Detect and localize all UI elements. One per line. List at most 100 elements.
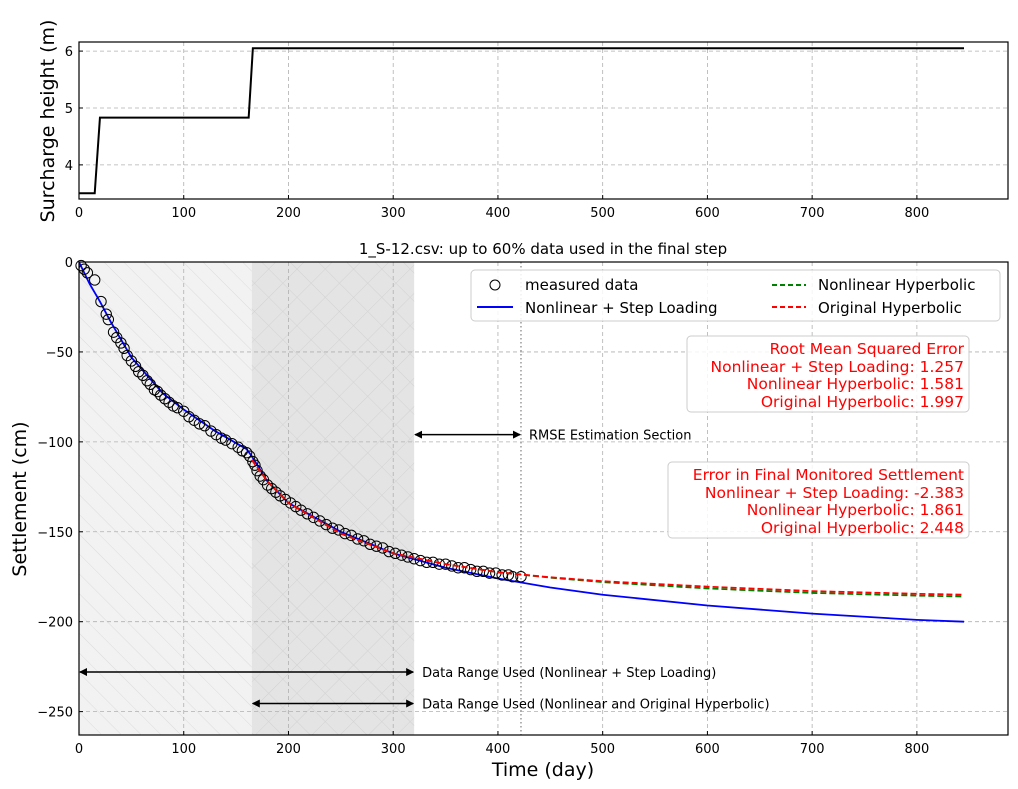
measured-point [421, 556, 433, 569]
top-ylabel: Surcharge height (m) [37, 20, 59, 223]
measured-point [95, 295, 107, 308]
measured-point [395, 549, 408, 561]
measured-point [351, 533, 364, 545]
measured-point [118, 342, 130, 355]
measured-point [370, 540, 383, 552]
axes-frame [78, 261, 1009, 736]
measured-point [483, 567, 496, 579]
data-range-step-arrow-label: Data Range Used (Nonlinear + Step Loadin… [422, 666, 716, 681]
measured-point [171, 401, 184, 414]
measured-point [159, 392, 171, 405]
measured-point [389, 547, 401, 560]
x-tick-label: 300 [381, 742, 406, 757]
measured-point [439, 558, 452, 570]
measured-point [249, 459, 261, 471]
measured-point [270, 486, 282, 498]
measured-point [266, 482, 278, 495]
settlement-chart: 0 100 200 300 400 500 600 700 800 0 −50 −100 −150 −20… [37, 256, 1009, 757]
measured-point [154, 389, 167, 401]
rmse-line: Original Hyperbolic: 1.997 [761, 393, 964, 411]
shaded-region-hatch [251, 262, 415, 735]
x-tick-label: 200 [276, 206, 301, 221]
measured-point [301, 508, 314, 520]
measured-point [414, 554, 427, 567]
measured-point [151, 385, 164, 398]
measured-point [251, 464, 263, 477]
x-tick-label: 600 [695, 742, 720, 757]
legend-label-measured: measured data [525, 276, 639, 294]
x-tick-label: 500 [590, 742, 615, 757]
measured-point [232, 441, 244, 453]
measured-point [295, 504, 307, 516]
x-tick-label: 800 [904, 742, 929, 757]
x-tick-label: 100 [171, 206, 196, 221]
rmse-arrow-label: RMSE Estimation Section [529, 429, 692, 444]
y-tick-label: 5 [65, 102, 73, 117]
measured-point [81, 267, 94, 279]
measured-point [115, 337, 127, 349]
measured-point [307, 511, 320, 524]
measured-point [314, 515, 326, 527]
x-tick-label: 800 [904, 206, 929, 221]
x-tick-label: 700 [800, 206, 825, 221]
measured-point [383, 545, 395, 558]
bottom-ylabel: Settlement (cm) [9, 421, 31, 576]
error-line: Nonlinear Hyperbolic: 1.861 [747, 501, 964, 519]
measured-point [75, 259, 87, 272]
legend: measured data Nonlinear + Step Loading N… [470, 269, 1001, 322]
x-tick-label: 200 [276, 742, 301, 757]
y-tick-label: −100 [37, 436, 73, 451]
y-tick-label: −200 [37, 616, 73, 631]
x-tick-label: 100 [171, 742, 196, 757]
legend-label-original-hyperbolic: Original Hyperbolic [818, 299, 962, 317]
x-tick-label: 300 [381, 206, 406, 221]
measured-point [163, 396, 175, 408]
error-line: Original Hyperbolic: 2.448 [761, 519, 964, 537]
error-box: Error in Final Monitored Settlement Nonl… [667, 461, 970, 539]
original-hyperbolic-line [251, 459, 965, 596]
measured-point [458, 562, 471, 574]
measured-point [129, 360, 142, 373]
rmse-line: Nonlinear + Step Loading: 1.257 [711, 358, 964, 376]
measured-point [515, 571, 527, 583]
x-tick-label: 400 [486, 742, 511, 757]
legend-marker-measured [489, 279, 501, 291]
x-tick-label: 700 [800, 742, 825, 757]
rmse-title: Root Mean Squared Error [770, 340, 965, 358]
x-tick-label: 500 [590, 206, 615, 221]
measured-point [471, 565, 483, 578]
measured-point [326, 522, 339, 534]
measured-point [339, 527, 351, 540]
error-title: Error in Final Monitored Settlement [693, 466, 964, 484]
legend-label-nonlinear-hyperbolic: Nonlinear Hyperbolic [818, 276, 975, 294]
error-line: Nonlinear + Step Loading: -2.383 [705, 484, 964, 502]
measured-point [89, 274, 101, 286]
bottom-xlabel: Time (day) [491, 759, 594, 781]
measured-point [226, 437, 238, 450]
measured-point [193, 418, 206, 430]
measured-point [506, 571, 519, 583]
measured-point [452, 562, 464, 574]
measured-point [107, 326, 120, 338]
measured-point [244, 450, 256, 462]
x-tick-label: 0 [75, 206, 83, 221]
measured-point [261, 479, 274, 491]
chart-title: 1_S-12.csv: up to 60% data used in the f… [359, 240, 727, 259]
x-tick-label: 0 [75, 742, 83, 757]
axes-frame [78, 41, 1009, 200]
legend-label-step: Nonlinear + Step Loading [525, 299, 718, 317]
rmse-box: Root Mean Squared Error Nonlinear + Step… [686, 335, 970, 413]
measured-point [100, 308, 112, 320]
x-tick-label: 600 [695, 206, 720, 221]
y-tick-label: 4 [65, 159, 73, 174]
y-tick-label: −250 [37, 706, 73, 721]
measured-point [240, 446, 253, 459]
surcharge-line [79, 47, 965, 195]
rmse-line: Nonlinear Hyperbolic: 1.581 [747, 375, 964, 393]
measured-point [102, 313, 115, 326]
measured-point [132, 366, 145, 378]
y-tick-label: −150 [37, 526, 73, 541]
measured-point [141, 374, 153, 387]
y-tick-label: −50 [46, 346, 73, 361]
